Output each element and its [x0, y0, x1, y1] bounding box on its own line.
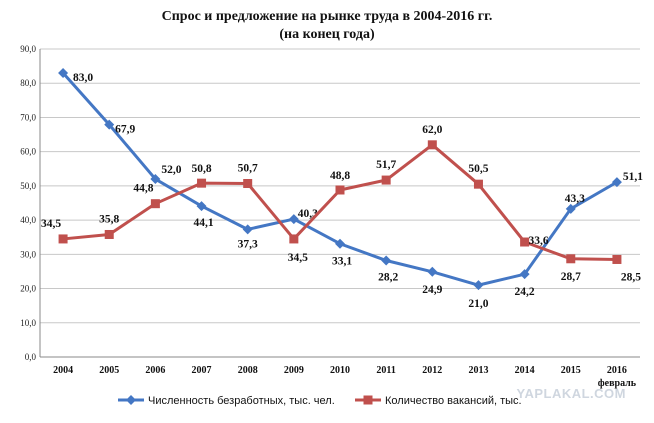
data-point-unemployed — [381, 255, 392, 266]
data-label-vacancies: 44,8 — [133, 183, 153, 195]
data-label-unemployed: 44,1 — [193, 217, 213, 229]
data-label-unemployed: 67,9 — [115, 124, 135, 136]
data-label-vacancies: 50,5 — [468, 163, 488, 175]
data-point-unemployed — [473, 280, 484, 291]
chart-title: Спрос и предложение на рынке труда в 200… — [161, 9, 493, 24]
data-point-vacancies — [427, 140, 437, 150]
x-tick-label: 2005 — [99, 365, 119, 376]
data-label-vacancies: 35,8 — [99, 213, 119, 225]
x-tick-label: 2008 — [238, 365, 258, 376]
x-tick-label: 2012 — [422, 365, 442, 376]
data-label-unemployed: 83,0 — [73, 72, 93, 84]
x-tick-label: 2006 — [145, 365, 165, 376]
x-tick-label: 2010 — [330, 365, 350, 376]
data-point-unemployed — [611, 177, 622, 188]
x-tick-label: 2004 — [53, 365, 73, 376]
data-label-unemployed: 24,2 — [515, 286, 535, 298]
x-tick-label: 2015 — [561, 365, 581, 376]
chart-subtitle: (на конец года) — [279, 27, 375, 42]
y-tick-label: 60,0 — [20, 147, 36, 157]
data-point-vacancies — [104, 229, 114, 239]
y-tick-label: 70,0 — [20, 112, 36, 122]
data-point-vacancies — [335, 185, 345, 195]
data-point-unemployed — [335, 238, 345, 249]
data-label-vacancies: 28,7 — [561, 271, 581, 283]
data-label-vacancies: 33,6 — [529, 235, 549, 247]
data-point-unemployed — [427, 266, 438, 277]
x-tick-label: 2016 — [607, 365, 627, 376]
data-label-vacancies: 51,7 — [376, 159, 396, 171]
data-label-vacancies: 62,0 — [422, 124, 442, 136]
x-tick-label: 2011 — [376, 365, 395, 376]
data-label-unemployed: 24,9 — [422, 284, 442, 296]
data-label-vacancies: 28,5 — [621, 271, 641, 283]
data-label-vacancies: 34,5 — [288, 252, 308, 264]
data-point-vacancies — [197, 178, 207, 188]
y-tick-label: 40,0 — [20, 215, 36, 225]
data-label-vacancies: 48,8 — [330, 170, 350, 182]
data-point-vacancies — [289, 234, 299, 244]
data-label-unemployed: 37,3 — [238, 238, 258, 250]
data-point-vacancies — [150, 199, 160, 209]
data-point-unemployed — [288, 214, 299, 225]
y-tick-label: 0,0 — [25, 352, 37, 362]
data-point-unemployed — [58, 67, 69, 78]
y-tick-label: 10,0 — [20, 318, 36, 328]
data-point-vacancies — [473, 179, 483, 189]
x-tick-label: 2014 — [515, 365, 535, 376]
data-point-vacancies — [381, 175, 391, 185]
data-point-unemployed — [196, 201, 207, 212]
data-label-unemployed: 33,1 — [332, 256, 352, 268]
x-tick-label: 2013 — [468, 365, 488, 376]
y-tick-label: 80,0 — [20, 78, 36, 88]
y-tick-label: 90,0 — [20, 44, 36, 54]
y-tick-label: 30,0 — [20, 249, 36, 259]
data-point-unemployed — [565, 203, 576, 214]
data-label-unemployed: 28,2 — [378, 271, 398, 283]
legend-marker — [126, 395, 136, 405]
data-point-vacancies — [612, 254, 622, 264]
y-tick-label: 20,0 — [20, 284, 36, 294]
x-tick-sublabel: февраль — [598, 378, 637, 389]
data-point-unemployed — [519, 269, 530, 280]
data-label-unemployed: 21,0 — [468, 298, 488, 310]
data-point-unemployed — [104, 119, 115, 130]
y-tick-label: 50,0 — [20, 181, 36, 191]
legend-entry: Численность безработных, тыс. чел. — [148, 395, 335, 407]
data-point-unemployed — [150, 174, 161, 185]
data-point-unemployed — [242, 224, 253, 235]
data-label-vacancies: 50,7 — [238, 162, 258, 174]
data-label-unemployed: 43,3 — [565, 193, 585, 205]
data-label-vacancies: 50,8 — [191, 163, 211, 175]
data-point-vacancies — [566, 254, 576, 264]
watermark: YAPLAKAL.COM — [516, 386, 626, 401]
legend-marker — [363, 395, 373, 405]
legend-entry: Количество вакансий, тыс. — [385, 395, 522, 407]
x-tick-label: 2007 — [192, 365, 212, 376]
data-label-vacancies: 34,5 — [41, 218, 61, 230]
data-point-vacancies — [58, 234, 68, 244]
x-tick-label: 2009 — [284, 365, 304, 376]
data-label-unemployed: 52,0 — [161, 164, 181, 176]
data-label-unemployed: 51,1 — [623, 171, 643, 183]
data-point-vacancies — [243, 178, 253, 188]
data-point-vacancies — [520, 237, 530, 247]
